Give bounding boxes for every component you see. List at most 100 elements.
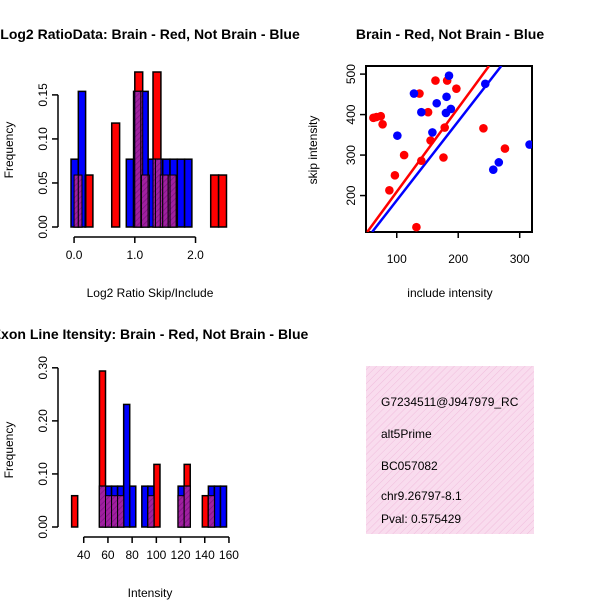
scatter-point-not-brain [444,71,454,81]
ratio-histogram-bar-overlap [77,174,83,228]
ratio-histogram-title: Log2 RatioData: Brain - Red, Not Brain -… [0,26,300,42]
scatter-point-not-brain [428,128,437,137]
intensity-histogram-bar-overlap [183,485,191,528]
scatter-point-not-brain [393,131,402,140]
ratio-histogram-bar-not-brain [176,158,186,228]
intensity-histogram-x-tick-label: 100 [146,548,166,562]
intensity-histogram-bar-not-brain [128,485,137,528]
scatter-y-tick-label: 500 [344,64,358,84]
intensity-histogram-bar-brain [70,494,79,528]
ratio-histogram-bar-overlap [147,174,150,228]
scatter-point-brain [452,84,461,93]
scatter-title: Brain - Red, Not Brain - Blue [356,26,544,42]
ratio-histogram-bar-overlap [84,174,87,228]
intensity-histogram-bar-overlap [207,495,215,528]
intensity-histogram-bar-overlap [147,495,155,528]
ratio-histogram-bar-not-brain [125,158,135,228]
scatter-x-tick-label: 100 [387,252,407,266]
info-panel: G7234511@J947979_RC alt5Prime BC057082 c… [366,366,534,534]
scatter-fit-line-not-brain [371,66,503,232]
scatter-point-brain [417,156,426,166]
ratio-histogram-x-tick-label: 0.0 [66,248,83,262]
genomic-location-text: chr9.26797-8.1 [381,489,462,503]
scatter-point-brain [412,222,421,232]
intensity-histogram-bar-not-brain [213,485,222,528]
ratio-histogram-y-tick-label: 0.00 [36,215,50,239]
intensity-histogram-y-tick-label: 0.20 [36,409,50,433]
scatter-point-brain [376,111,386,121]
ratio-histogram-xlabel: Log2 Ratio Skip/Include [87,286,214,300]
ratio-histogram-bars [70,71,228,228]
scatter-point-brain [399,150,409,160]
ratio-histogram-bar-brain [209,174,220,228]
scatter-xlabel: include intensity [407,286,492,300]
intensity-histogram-bar-overlap [105,495,113,528]
ratio-histogram-bar-overlap [140,174,149,228]
intensity-histogram-bar-brain [201,494,210,528]
info-box-clip: G7234511@J947979_RC alt5Prime BC057082 c… [381,395,519,526]
ratio-histogram-bar-not-brain [183,158,193,228]
intensity-histogram-bars [70,370,228,528]
ratio-histogram-y-tick-label: 0.15 [36,83,50,107]
intensity-histogram-axes: 0.00 0.10 0.20 0.30 40 60 80 100 120 140 160 [36,356,239,562]
scatter-point-not-brain [488,165,498,174]
scatter-point-brain [440,123,449,132]
info-box-background [366,366,534,534]
intensity-histogram-y-tick-label: 0.30 [36,356,50,380]
probe-id-text: G7234511@J947979_RC [381,395,519,409]
scatter-point-not-brain [417,107,426,117]
ratio-histogram-y-tick-label: 0.10 [36,127,50,151]
intensity-histogram-bar-brain [153,463,161,528]
scatter-marks [366,66,532,232]
ratio-histogram-bar-overlap [134,90,142,228]
scatter-point-not-brain [494,158,504,167]
ratio-histogram-panel: Log2 RatioData: Brain - Red, Not Brain -… [0,26,300,300]
intensity-histogram-bar-overlap [177,495,185,528]
intensity-histogram-x-tick-label: 80 [125,548,139,562]
intensity-histogram-title: Exon Line Itensity: Brain - Red, Not Bra… [0,326,309,342]
intensity-histogram-bar-not-brain [141,485,149,528]
intensity-histogram-ylabel: Frequency [2,422,16,479]
scatter-point-brain [423,107,433,117]
intensity-histogram-y-tick-label: 0.10 [36,462,50,486]
intensity-scatter-panel: Brain - Red, Not Brain - Blue include in… [306,26,544,300]
ratio-histogram-bar-brain [217,174,228,228]
scatter-ylabel: skip intensity [306,116,320,185]
scatter-point-not-brain [525,140,532,149]
scatter-axes: 200 300 400 500 100 200 300 [344,64,530,266]
scatter-fit-line-brain [366,66,490,232]
event-type-text: alt5Prime [381,427,432,441]
ratio-histogram-y-tick-label: 0.05 [36,171,50,195]
ratio-histogram-bar-brain [110,122,121,228]
scatter-point-not-brain [480,79,490,89]
intensity-histogram-x-tick-label: 120 [171,548,191,562]
ratio-histogram-bar-overlap [169,174,177,228]
scatter-point-brain [439,153,448,162]
intensity-histogram-xlabel: Intensity [128,586,173,600]
scatter-point-not-brain [409,89,419,98]
scatter-x-tick-label: 300 [510,252,530,266]
ratio-histogram-axes: 0.00 0.05 0.10 0.15 0.0 1.0 2.0 [36,83,204,262]
scatter-point-brain [431,76,440,85]
intensity-histogram-bar-not-brain [122,403,131,528]
intensity-histogram-panel: Exon Line Itensity: Brain - Red, Not Bra… [0,326,309,600]
scatter-point-brain [479,124,488,133]
scatter-y-tick-label: 400 [344,104,358,124]
intensity-histogram-bar-overlap [98,485,107,528]
scatter-point-brain [385,185,394,195]
ratio-histogram-bar-overlap [162,174,169,228]
scatter-point-not-brain [446,104,456,114]
pval-text: Pval: 0.575429 [381,512,461,526]
intensity-histogram-x-tick-label: 140 [195,548,215,562]
scatter-plot-frame [365,65,533,233]
scatter-x-tick-label: 200 [448,252,468,266]
scatter-y-tick-label: 200 [344,185,358,205]
scatter-point-not-brain [432,98,442,108]
scatter-y-tick-label: 300 [344,145,358,165]
intensity-histogram-x-tick-label: 60 [101,548,115,562]
intensity-histogram-x-tick-label: 160 [219,548,239,562]
ratio-histogram-ylabel: Frequency [2,122,16,179]
scatter-point-brain [378,120,387,129]
ratio-histogram-x-tick-label: 1.0 [126,248,143,262]
